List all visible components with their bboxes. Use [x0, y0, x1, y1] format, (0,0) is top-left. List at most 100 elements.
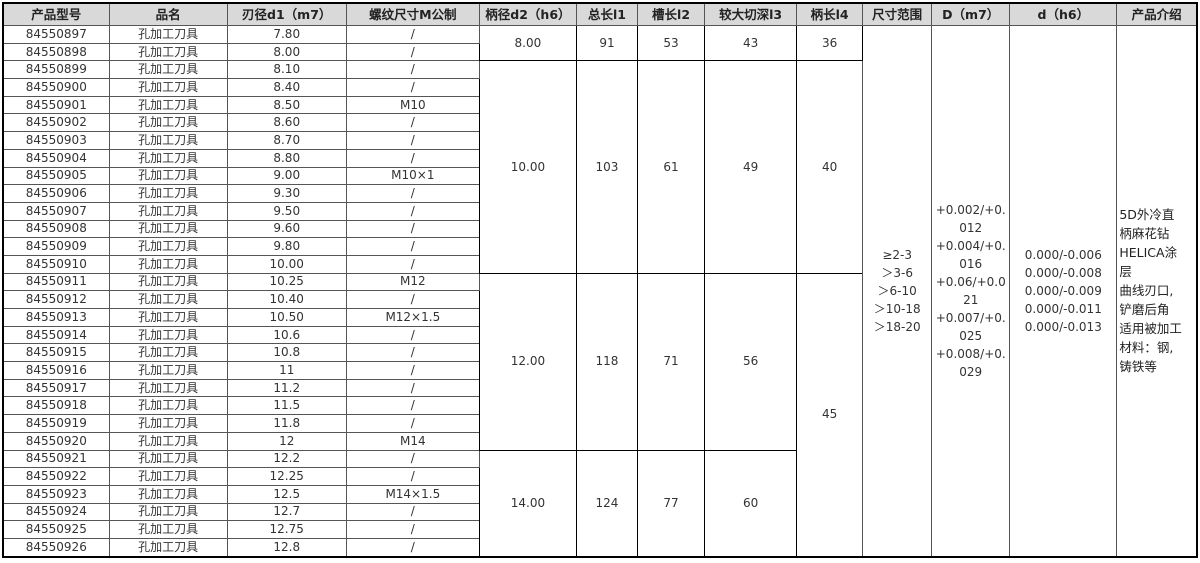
thread-size: M10 — [345, 95, 480, 115]
product-code: 84550908 — [2, 219, 110, 239]
cutting-diameter-d1: 8.50 — [226, 95, 347, 115]
d-tolerance-cell: 0.000/-0.006 0.000/-0.008 0.000/-0.009 0.00… — [1009, 24, 1118, 558]
table-row: 84550921 孔加工刀具 12.2/14.00 124 77 60 — [2, 449, 1197, 558]
product-name: 孔加工刀具 — [108, 184, 228, 203]
header-l3: 较大切深l3 — [704, 2, 798, 26]
header-d2: 柄径d2（h6） — [478, 2, 577, 26]
product-name: 孔加工刀具 — [108, 254, 228, 274]
D-tolerance-line: 012 — [959, 220, 983, 235]
shank-length-l4: 36 — [796, 24, 864, 62]
product-code: 84550916 — [2, 361, 110, 380]
table-row: 84550908 孔加工刀具 9.60/ — [2, 219, 1197, 239]
product-intro-line: 层 — [1119, 264, 1132, 280]
cutting-diameter-d1: 10.8 — [226, 343, 347, 363]
table-row: 84550913 孔加工刀具 10.50 M12×1.5 — [2, 308, 1197, 327]
product-name: 孔加工刀具 — [108, 219, 228, 239]
product-code: 84550920 — [2, 431, 110, 451]
table-row: 84550909 孔加工刀具 9.80/ — [2, 237, 1197, 256]
table-row: 84550918 孔加工刀具 11.5/ — [2, 396, 1197, 416]
thread-size: / — [345, 201, 480, 221]
size-range-line: ＞3-6 — [881, 265, 913, 280]
thread-size: / — [345, 520, 480, 539]
cutting-diameter-d1: 12.25 — [226, 467, 347, 486]
cutting-diameter-d1: 11.5 — [226, 396, 347, 416]
product-code: 84550911 — [2, 272, 110, 292]
cutting-diameter-d1: 10.25 — [226, 272, 347, 292]
product-code: 84550899 — [2, 60, 110, 80]
product-code: 84550926 — [2, 537, 110, 558]
product-code: 84550904 — [2, 148, 110, 168]
table-row: 84550926 孔加工刀具 12.8/ — [2, 537, 1197, 558]
product-code: 84550914 — [2, 325, 110, 345]
thread-size: / — [345, 361, 480, 380]
thread-size: / — [345, 148, 480, 168]
header-size-range: 尺寸范围 — [862, 2, 933, 26]
size-range-line: ＞18-20 — [873, 319, 921, 334]
product-name: 孔加工刀具 — [108, 484, 228, 504]
product-intro-cell: 5D外冷直 柄麻花钻 HELICA涂层曲线刃口, 铲磨后角 适用被加工 材料：钢, 铸铁等 — [1116, 24, 1198, 558]
product-intro-line: 适用被加工 — [1119, 321, 1182, 337]
cutting-diameter-d1: 10.40 — [226, 290, 347, 309]
product-name: 孔加工刀具 — [108, 396, 228, 416]
product-code: 84550921 — [2, 449, 110, 469]
product-code: 84550903 — [2, 131, 110, 150]
product-name: 孔加工刀具 — [108, 131, 228, 150]
product-intro-line: 柄麻花钻 — [1119, 226, 1170, 242]
thread-size: / — [345, 378, 480, 398]
shank-l2: 53 — [636, 24, 706, 62]
thread-size: / — [345, 78, 480, 97]
product-code: 84550913 — [2, 308, 110, 327]
product-code: 84550907 — [2, 201, 110, 221]
d-tolerance-line: 0.000/-0.009 — [1024, 283, 1102, 298]
product-code: 84550897 — [2, 25, 110, 44]
product-name: 孔加工刀具 — [108, 325, 228, 345]
shank-length-l4: 45 — [796, 272, 864, 558]
thread-size: M12 — [345, 272, 480, 292]
cutting-diameter-d1: 11.2 — [226, 378, 347, 398]
header-thread: 螺纹尺寸M公制 — [345, 2, 480, 26]
header-name: 品名 — [108, 2, 228, 26]
header-l1: 总长l1 — [575, 2, 639, 26]
product-code: 84550912 — [2, 290, 110, 309]
table-row: 84550897 孔加工刀具 7.80/8.00 91 53 43 36 ≥2-3 ＞3-6 ＞6… — [2, 24, 1198, 558]
shank-l3: 43 — [704, 24, 798, 62]
d-tolerance-line: 0.000/-0.006 — [1024, 247, 1102, 262]
product-code: 84550906 — [2, 184, 110, 203]
product-code: 84550925 — [2, 520, 110, 539]
cutting-diameter-d1: 8.70 — [226, 131, 347, 150]
product-name: 孔加工刀具 — [108, 431, 228, 451]
thread-size: / — [345, 290, 480, 309]
product-name: 孔加工刀具 — [108, 237, 228, 256]
shank-l3: 49 — [704, 60, 798, 274]
product-code: 84550902 — [2, 113, 110, 133]
d-tolerance-line: 0.000/-0.011 — [1024, 301, 1102, 316]
product-intro-line: 铲磨后角 — [1119, 302, 1170, 318]
table-body: 84550897 孔加工刀具 7.80/8.00 91 53 43 36 ≥2-3 ＞3-6 ＞6… — [2, 24, 1198, 558]
cutting-diameter-d1: 7.80 — [226, 25, 347, 44]
product-name: 孔加工刀具 — [108, 42, 228, 62]
product-name: 孔加工刀具 — [108, 449, 228, 469]
shank-l1: 118 — [575, 272, 639, 451]
product-name: 孔加工刀具 — [108, 502, 228, 522]
thread-size: / — [345, 219, 480, 239]
thread-size: / — [345, 467, 480, 486]
shank-length-l4: 40 — [796, 60, 864, 274]
product-name: 孔加工刀具 — [108, 467, 228, 486]
thread-size: M12×1.5 — [345, 308, 480, 327]
table-row: 84550924 孔加工刀具 12.7/ — [2, 502, 1197, 522]
header-intro: 产品介绍 — [1116, 2, 1198, 26]
cutting-diameter-d1: 9.60 — [226, 219, 347, 239]
size-range-cell: ≥2-3 ＞3-6 ＞6-10 ＞10-18 ＞18-20 — [862, 24, 933, 558]
shank-d2: 10.00 — [478, 60, 577, 274]
product-intro-line: 曲线刃口, — [1119, 283, 1174, 299]
product-code: 84550910 — [2, 254, 110, 274]
cutting-diameter-d1: 12 — [226, 431, 347, 451]
product-intro-line: 材料：钢, — [1119, 340, 1174, 356]
cutting-diameter-d1: 8.10 — [226, 60, 347, 80]
product-code: 84550924 — [2, 502, 110, 522]
shank-d2: 14.00 — [478, 449, 577, 558]
thread-size: / — [345, 343, 480, 363]
header-l4: 柄长l4 — [796, 2, 864, 26]
shank-d2: 8.00 — [478, 24, 577, 62]
